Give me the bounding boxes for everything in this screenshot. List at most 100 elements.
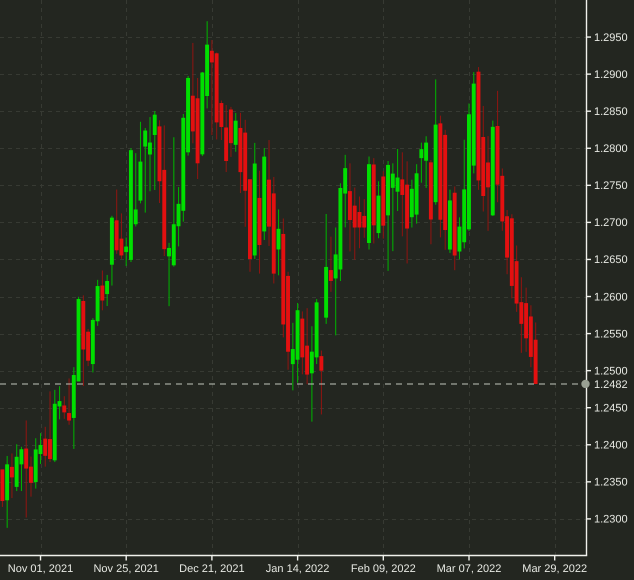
- candle-body: [238, 127, 243, 173]
- price-label: 1.2650: [594, 254, 628, 266]
- candle-body: [376, 195, 381, 234]
- price-label: 1.2500: [594, 365, 628, 377]
- date-label: Mar 07, 2022: [437, 563, 502, 575]
- candle-body: [505, 216, 509, 258]
- price-label: 1.2400: [594, 440, 628, 452]
- candle-body: [105, 281, 110, 295]
- candle-body: [319, 356, 324, 371]
- candle-body: [148, 142, 152, 155]
- candle-body: [486, 162, 490, 188]
- candle-body: [471, 83, 476, 166]
- candle-body: [533, 339, 538, 384]
- candle-body: [162, 169, 167, 250]
- price-label: 1.2700: [594, 217, 628, 229]
- candle-body: [181, 117, 186, 211]
- candle-body: [214, 53, 219, 123]
- candle-body: [490, 126, 495, 216]
- price-label: 1.2300: [594, 514, 628, 526]
- candle-body: [133, 209, 138, 225]
- candle-body: [71, 375, 76, 418]
- candle-body: [52, 403, 57, 461]
- candle-body: [419, 149, 424, 159]
- candle-body: [362, 215, 367, 228]
- candle-body: [462, 189, 467, 243]
- candle-body: [19, 449, 24, 465]
- candle-body: [371, 164, 376, 226]
- candle-body: [267, 179, 271, 227]
- candle-body: [186, 77, 190, 153]
- price-label: 1.2800: [594, 143, 628, 155]
- candle-body: [176, 203, 181, 227]
- candle-body: [0, 469, 5, 502]
- candle-body: [200, 72, 205, 155]
- candle-body: [400, 179, 405, 195]
- candle-body: [276, 228, 281, 250]
- candle-body: [128, 150, 133, 260]
- candle-body: [305, 345, 310, 375]
- candle-body: [114, 220, 119, 251]
- candle-body: [281, 233, 286, 325]
- candle-body: [309, 351, 314, 374]
- candle-body: [100, 285, 105, 301]
- current-price-label: 1.2482: [594, 379, 628, 391]
- axis-labels: 1.2950 1.2900 1.2850 1.2800 1.2750 1.2700 1.26…: [8, 32, 628, 575]
- price-label: 1.2750: [594, 180, 628, 192]
- candle-body: [195, 98, 200, 164]
- price-label: 1.2450: [594, 403, 628, 415]
- candle-body: [295, 310, 300, 360]
- candle-body: [86, 331, 91, 361]
- candle-body: [443, 134, 448, 231]
- candle-body: [500, 175, 505, 222]
- candle-bodies: [0, 44, 538, 502]
- candle-body: [481, 136, 486, 196]
- candle-body: [352, 205, 357, 228]
- date-label: Nov 25, 2021: [93, 563, 158, 575]
- candle-body: [252, 163, 257, 256]
- candle-body: [38, 444, 43, 455]
- candle-body: [409, 188, 414, 218]
- candle-body: [343, 168, 348, 194]
- candle-body: [81, 300, 86, 350]
- candle-body: [62, 405, 67, 413]
- current-price-dot: [581, 379, 590, 389]
- candle-body: [467, 114, 471, 230]
- candle-body: [124, 246, 129, 253]
- candle-body: [314, 302, 319, 358]
- candle-body: [262, 156, 267, 232]
- axes: [0, 0, 591, 561]
- candle-body: [438, 123, 443, 220]
- candle-body: [243, 132, 248, 191]
- candle-body: [190, 95, 195, 132]
- candle-body: [457, 226, 462, 252]
- candle-body: [57, 401, 62, 407]
- date-label: Nov 01, 2021: [8, 563, 73, 575]
- candle-body: [28, 466, 33, 483]
- candle-body: [48, 439, 52, 460]
- candle-body: [347, 191, 352, 221]
- candle-body: [300, 318, 305, 358]
- candle-body: [90, 319, 95, 365]
- candle-body: [248, 179, 252, 259]
- date-label: Jan 14, 2022: [266, 563, 330, 575]
- candle-body: [328, 270, 333, 281]
- candle-body: [33, 449, 38, 483]
- date-label: Mar 29, 2022: [522, 563, 587, 575]
- price-label: 1.2600: [594, 291, 628, 303]
- candle-body: [452, 192, 457, 256]
- candle-body: [495, 126, 500, 185]
- candle-body: [233, 120, 238, 145]
- candle-body: [524, 303, 529, 339]
- candle-body: [95, 286, 100, 322]
- price-label: 1.2900: [594, 69, 628, 81]
- candle-body: [219, 103, 224, 127]
- candle-body: [324, 266, 329, 318]
- price-label: 1.2350: [594, 477, 628, 489]
- candle-body: [257, 197, 262, 245]
- candle-body: [167, 247, 171, 257]
- candle-body: [76, 299, 81, 382]
- candle-body: [405, 184, 410, 229]
- candle-body: [119, 238, 124, 256]
